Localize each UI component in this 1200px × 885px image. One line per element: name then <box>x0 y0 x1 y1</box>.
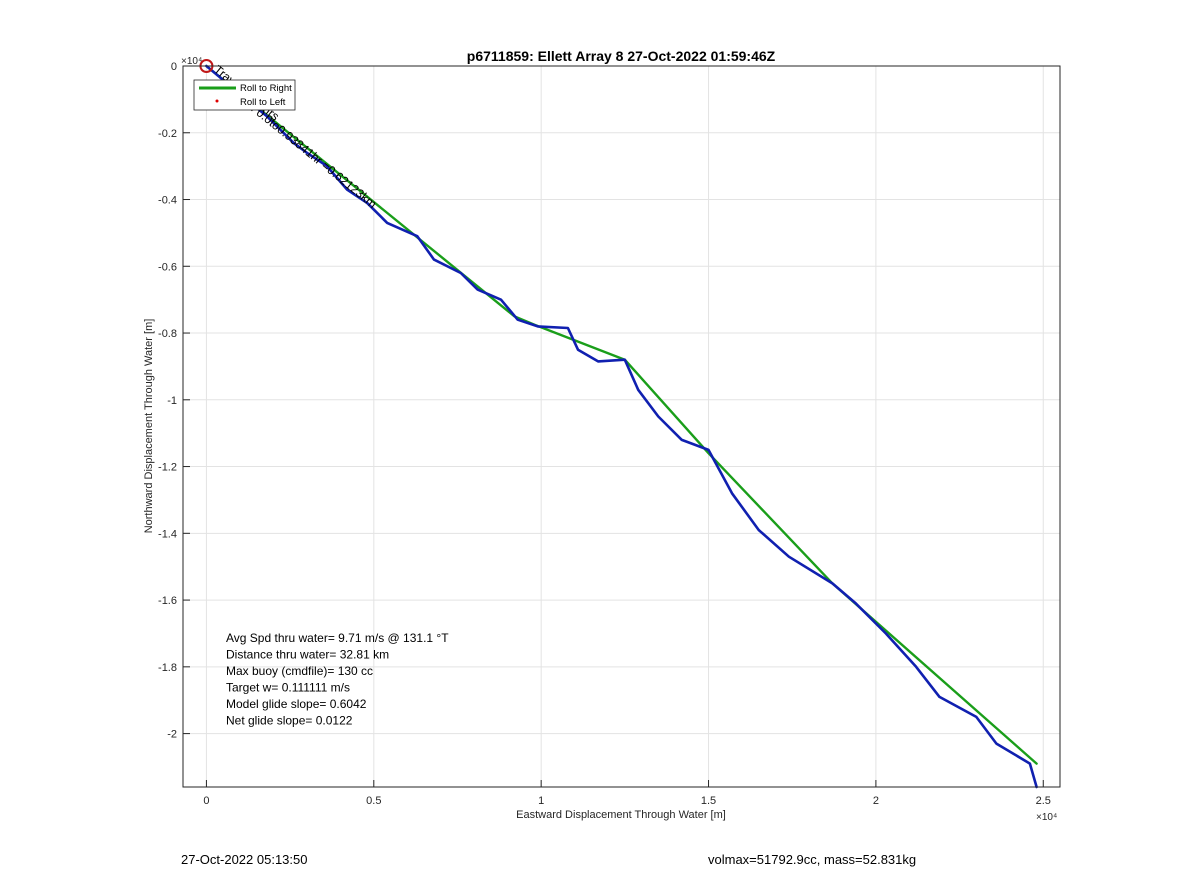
x-axis-exponent: ×10⁴ <box>1036 812 1057 823</box>
footer-timestamp: 27-Oct-2022 05:13:50 <box>181 852 308 867</box>
stats-line: Max buoy (cmdfile)= 130 cc <box>226 664 373 678</box>
y-tick-label: -1.2 <box>158 462 177 474</box>
x-tick-label: 2 <box>873 795 879 807</box>
x-tick-label: 1 <box>538 795 544 807</box>
y-axis-ticks: 0 -0.2 -0.4 -0.6 -0.8 -1 -1.2 -1.4 -1.6 -1.8 -2 <box>158 61 190 741</box>
stats-line: Target w= 0.111111 m/s <box>226 681 350 695</box>
plot-area-frame <box>182 65 1061 788</box>
legend-label-roll-left: Roll to Left <box>240 97 286 108</box>
x-axis-ticks: 0 0.5 1 1.5 2 2.5 <box>203 780 1051 807</box>
y-tick-label: -0.2 <box>158 128 177 140</box>
footer-vol-mass: volmax=51792.9cc, mass=52.831kg <box>708 852 917 867</box>
stats-line: Net glide slope= 0.0122 <box>226 714 353 728</box>
y-tick-label: -2 <box>167 729 177 741</box>
x-tick-label: 2.5 <box>1036 795 1051 807</box>
glider-track-line <box>205 64 1038 789</box>
data-series <box>205 64 1038 789</box>
y-axis-label: Northward Displacement Through Water [m] <box>143 319 155 534</box>
legend-box <box>193 79 296 111</box>
stats-line: Distance thru water= 32.81 km <box>226 648 389 662</box>
legend: Roll to Right Roll to Left <box>193 79 296 111</box>
y-tick-label: -0.4 <box>158 195 177 207</box>
stats-text-block: Avg Spd thru water= 9.71 m/s @ 131.1 °T D… <box>226 631 449 728</box>
stats-line: Model glide slope= 0.6042 <box>226 697 367 711</box>
grid-lines <box>183 65 1060 787</box>
x-tick-label: 1.5 <box>701 795 716 807</box>
y-tick-label: -1.6 <box>158 595 177 607</box>
y-tick-label: -0.6 <box>158 261 177 273</box>
y-tick-label: -1.4 <box>158 528 177 540</box>
x-tick-label: 0.5 <box>366 795 381 807</box>
x-tick-label: 0 <box>203 795 209 807</box>
y-tick-label: -0.8 <box>158 328 177 340</box>
y-tick-label: -1 <box>167 395 177 407</box>
legend-label-roll-right: Roll to Right <box>240 83 292 94</box>
y-tick-label: 0 <box>171 61 177 73</box>
x-axis-label: Eastward Displacement Through Water [m] <box>516 809 726 821</box>
chart-title: p6711859: Ellett Array 8 27-Oct-2022 01:… <box>467 48 776 64</box>
legend-dot-roll-left <box>215 99 219 103</box>
y-axis-exponent: ×10⁴ <box>181 56 202 67</box>
stats-line: Avg Spd thru water= 9.71 m/s @ 131.1 °T <box>226 631 449 645</box>
y-tick-label: -1.8 <box>158 662 177 674</box>
